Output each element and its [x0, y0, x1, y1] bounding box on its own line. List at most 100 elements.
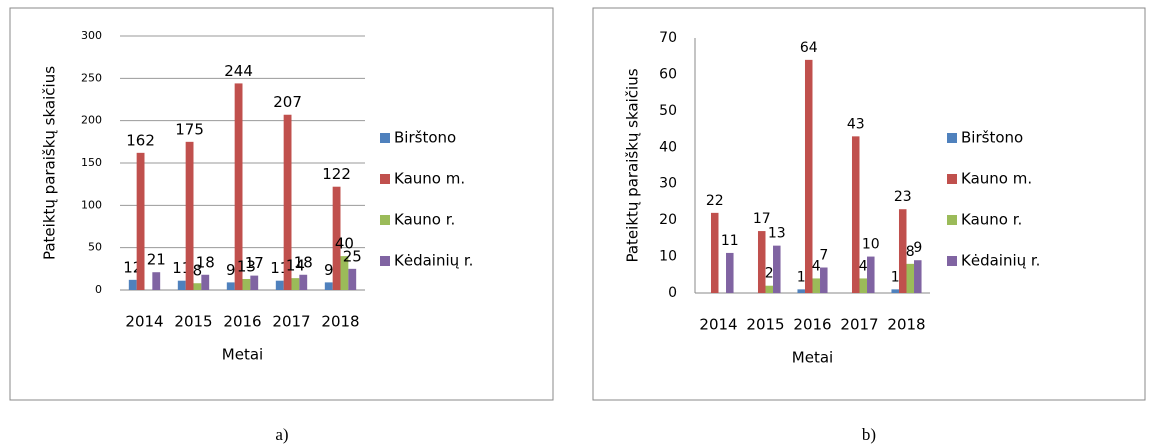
- data-label: 4: [859, 258, 868, 274]
- legend-label: Kėdainių r.: [961, 252, 1040, 270]
- bar: [710, 212, 719, 293]
- data-label: 8: [193, 262, 203, 280]
- y-tick-label: 10: [659, 249, 677, 265]
- bar: [283, 114, 292, 291]
- legend-swatch: [947, 133, 957, 143]
- x-axis-title: Metai: [792, 349, 833, 367]
- bar: [291, 278, 300, 290]
- chart-frame: [592, 7, 1146, 401]
- bar: [812, 278, 821, 293]
- data-label: 25: [343, 247, 362, 265]
- data-label: 2: [765, 266, 774, 282]
- data-label: 8: [906, 244, 915, 260]
- data-label: 13: [237, 257, 256, 275]
- x-tick-label: 2015: [746, 316, 784, 334]
- bar: [136, 152, 145, 290]
- data-label: 21: [147, 251, 166, 269]
- data-label: 9: [913, 240, 922, 256]
- legend-label: Kauno r.: [961, 211, 1022, 229]
- data-label: 13: [768, 226, 786, 242]
- legend-label: Kauno m.: [394, 170, 465, 188]
- y-tick-label: 200: [81, 114, 102, 127]
- y-tick-label: 50: [659, 103, 677, 119]
- y-tick-label: 30: [659, 176, 677, 192]
- data-label: 43: [847, 116, 865, 132]
- x-tick-label: 2017: [272, 313, 310, 331]
- bar: [859, 278, 868, 293]
- y-tick-label: 60: [659, 66, 677, 82]
- legend-swatch: [380, 215, 390, 225]
- x-tick-label: 2014: [125, 313, 163, 331]
- bar: [898, 209, 907, 293]
- data-label: 17: [245, 254, 264, 272]
- bar: [201, 274, 210, 290]
- data-label: 207: [273, 93, 302, 111]
- x-tick-label: 2018: [887, 316, 925, 334]
- bar: [193, 283, 202, 290]
- bar: [820, 267, 828, 293]
- caption: b): [862, 425, 876, 444]
- y-tick-label: 100: [81, 198, 102, 211]
- bar: [250, 275, 259, 290]
- bar: [177, 280, 186, 290]
- data-label: 18: [294, 253, 313, 271]
- legend-swatch: [380, 174, 390, 184]
- bar: [726, 252, 734, 293]
- bar: [757, 231, 766, 293]
- data-label: 162: [126, 131, 155, 149]
- bar: [299, 274, 308, 290]
- y-tick-label: 150: [81, 156, 102, 169]
- data-label: 23: [894, 189, 912, 205]
- data-label: 22: [706, 193, 724, 209]
- bar: [797, 289, 805, 293]
- bar: [128, 279, 137, 290]
- x-axis-title: Metai: [222, 346, 263, 364]
- data-label: 17: [753, 211, 771, 227]
- x-tick-label: 2015: [174, 313, 212, 331]
- bar: [340, 256, 349, 290]
- bar: [773, 245, 781, 293]
- y-tick-label: 50: [88, 241, 102, 254]
- bar: [906, 263, 915, 293]
- legend-label: Birštono: [961, 129, 1023, 147]
- y-tick-label: 250: [81, 71, 102, 84]
- bar: [867, 256, 875, 293]
- legend-label: Kauno m.: [961, 170, 1032, 188]
- data-label: 14: [286, 257, 305, 275]
- data-label: 175: [175, 120, 204, 138]
- y-tick-label: 0: [95, 283, 102, 296]
- bar: [914, 260, 922, 293]
- legend-swatch: [947, 174, 957, 184]
- bar: [242, 278, 251, 290]
- x-tick-label: 2018: [321, 313, 359, 331]
- y-axis-title: Pateiktų paraiškų skaičius: [624, 68, 642, 262]
- bar: [851, 136, 860, 293]
- bar: [275, 280, 284, 290]
- x-tick-label: 2016: [793, 316, 831, 334]
- caption: a): [275, 425, 288, 444]
- data-label: 11: [721, 233, 739, 249]
- legend-label: Birštono: [394, 129, 456, 147]
- y-tick-label: 0: [668, 285, 677, 301]
- y-tick-label: 70: [659, 30, 677, 46]
- legend-swatch: [380, 256, 390, 266]
- data-label: 1: [891, 269, 900, 285]
- data-label: 40: [335, 235, 354, 253]
- data-label: 9: [226, 261, 236, 279]
- data-label: 10: [862, 237, 880, 253]
- bar: [324, 282, 333, 290]
- y-tick-label: 20: [659, 212, 677, 228]
- x-tick-label: 2014: [699, 316, 737, 334]
- x-tick-label: 2017: [840, 316, 878, 334]
- data-label: 4: [812, 258, 821, 274]
- bar: [348, 268, 357, 290]
- legend-swatch: [947, 256, 957, 266]
- bar: [185, 141, 194, 290]
- legend-label: Kėdainių r.: [394, 252, 473, 270]
- chart-frame: [9, 7, 554, 401]
- data-label: 244: [224, 62, 253, 80]
- bar: [765, 285, 774, 293]
- bar: [891, 289, 899, 293]
- data-label: 122: [322, 165, 351, 183]
